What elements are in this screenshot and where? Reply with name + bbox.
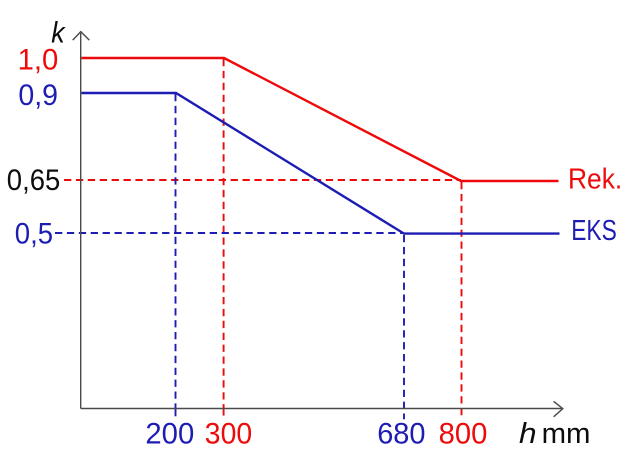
svg-text:0,65: 0,65 [7,164,60,197]
svg-text:200: 200 [145,417,194,450]
svg-text:EKS: EKS [571,215,617,247]
svg-text:680: 680 [377,417,425,450]
svg-text:800: 800 [439,417,488,450]
svg-text:k: k [51,17,66,50]
svg-text:0,5: 0,5 [15,217,53,250]
svg-text:Rek.: Rek. [568,164,622,196]
svg-text:1,0: 1,0 [18,43,59,76]
svg-text:300: 300 [205,417,252,450]
svg-text:h: h [519,418,537,450]
svg-text:mm: mm [542,418,591,450]
svg-text:0,9: 0,9 [18,79,58,112]
